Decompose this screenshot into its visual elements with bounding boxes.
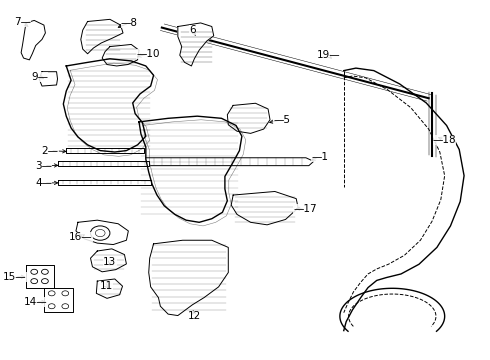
Text: 11: 11	[99, 281, 113, 291]
Polygon shape	[97, 279, 122, 298]
Text: 9—: 9—	[31, 72, 48, 82]
Polygon shape	[102, 44, 139, 66]
Text: 19—: 19—	[317, 50, 340, 60]
Polygon shape	[231, 192, 298, 225]
Text: 16—: 16—	[69, 232, 93, 242]
Text: 7—: 7—	[14, 17, 31, 27]
Text: 2—: 2—	[42, 145, 59, 156]
Polygon shape	[139, 116, 242, 222]
Text: —5: —5	[273, 115, 290, 125]
Polygon shape	[58, 161, 149, 166]
Polygon shape	[178, 23, 214, 66]
Text: 12: 12	[188, 311, 201, 321]
Polygon shape	[39, 72, 57, 86]
Polygon shape	[21, 21, 46, 60]
Text: —8: —8	[121, 18, 138, 28]
Text: 4—: 4—	[35, 178, 52, 188]
Text: 6: 6	[189, 25, 196, 35]
Polygon shape	[44, 288, 73, 312]
Polygon shape	[63, 59, 153, 152]
Polygon shape	[66, 148, 144, 153]
Text: 15—: 15—	[3, 272, 26, 282]
Polygon shape	[81, 19, 123, 54]
Polygon shape	[146, 158, 314, 166]
Text: —18: —18	[433, 135, 457, 145]
Text: —1: —1	[311, 152, 328, 162]
Text: —17: —17	[293, 204, 317, 215]
Text: 14—: 14—	[24, 297, 48, 307]
Polygon shape	[149, 240, 228, 316]
Polygon shape	[76, 220, 128, 244]
Polygon shape	[26, 265, 53, 288]
Text: —10: —10	[137, 49, 161, 59]
Text: 3—: 3—	[35, 161, 52, 171]
Polygon shape	[91, 249, 126, 272]
Text: 13: 13	[103, 257, 117, 267]
Polygon shape	[227, 103, 270, 134]
Polygon shape	[58, 180, 150, 185]
